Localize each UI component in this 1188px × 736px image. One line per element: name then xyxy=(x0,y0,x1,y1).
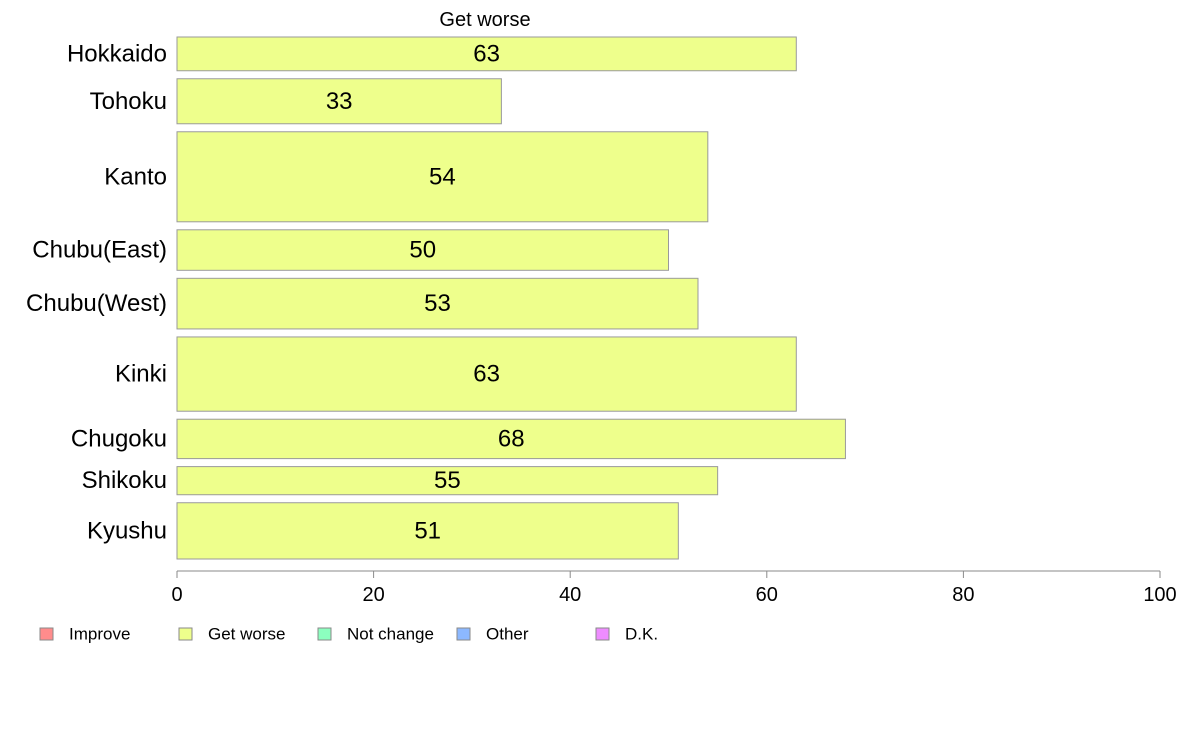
legend-swatch xyxy=(178,627,193,641)
x-tick-label: 80 xyxy=(952,584,974,606)
data-label: 50 xyxy=(409,237,436,264)
bar-kinki xyxy=(176,336,797,412)
bar-kanto xyxy=(176,131,709,223)
x-tick-label: 40 xyxy=(559,584,581,606)
legend-label: D.K. xyxy=(625,625,658,644)
bar-chugoku xyxy=(176,418,846,460)
x-tick-label: 20 xyxy=(362,584,384,606)
bar-shikoku xyxy=(176,466,719,496)
category-label: Shikoku xyxy=(82,467,167,494)
bar-chubu-west- xyxy=(176,277,699,330)
legend-label: Improve xyxy=(69,625,130,644)
data-label: 53 xyxy=(424,290,451,317)
bar-hokkaido xyxy=(176,36,797,72)
legend-swatch xyxy=(317,627,332,641)
category-label: Chugoku xyxy=(71,425,167,452)
legend-swatch xyxy=(39,627,54,641)
data-label: 68 xyxy=(498,425,525,452)
bar-tohoku xyxy=(176,78,502,125)
legend-swatch xyxy=(595,627,610,641)
legend-label: Get worse xyxy=(208,625,285,644)
x-tick-label: 100 xyxy=(1143,584,1176,606)
category-label: Hokkaido xyxy=(67,40,167,67)
data-label: 54 xyxy=(429,163,456,190)
chart-title: Get worse xyxy=(439,9,530,31)
legend-label: Not change xyxy=(347,625,434,644)
data-label: 63 xyxy=(473,40,500,67)
category-label: Chubu(East) xyxy=(32,237,167,264)
data-label: 55 xyxy=(434,467,461,494)
category-label: Chubu(West) xyxy=(26,290,167,317)
x-tick-label: 0 xyxy=(171,584,182,606)
x-axis: 0 20 40 60 80 100 xyxy=(171,570,1177,606)
data-label: 51 xyxy=(414,517,441,544)
category-label: Kanto xyxy=(104,163,167,190)
data-label: 63 xyxy=(473,361,500,388)
legend: Improve Get worse Not change Other D.K. xyxy=(39,625,658,644)
data-label: 33 xyxy=(326,88,353,115)
category-label: Kyushu xyxy=(87,517,167,544)
bars-group: Hokkaido 63 Tohoku 33 Kanto 54 Chubu(East) 50 Ch… xyxy=(26,36,846,560)
bar-kyushu xyxy=(176,502,679,560)
legend-label: Other xyxy=(486,625,529,644)
legend-swatch xyxy=(456,627,471,641)
category-label: Tohoku xyxy=(90,88,167,115)
category-label: Kinki xyxy=(115,361,167,388)
bar-chubu-east- xyxy=(176,229,669,271)
x-tick-label: 60 xyxy=(756,584,778,606)
